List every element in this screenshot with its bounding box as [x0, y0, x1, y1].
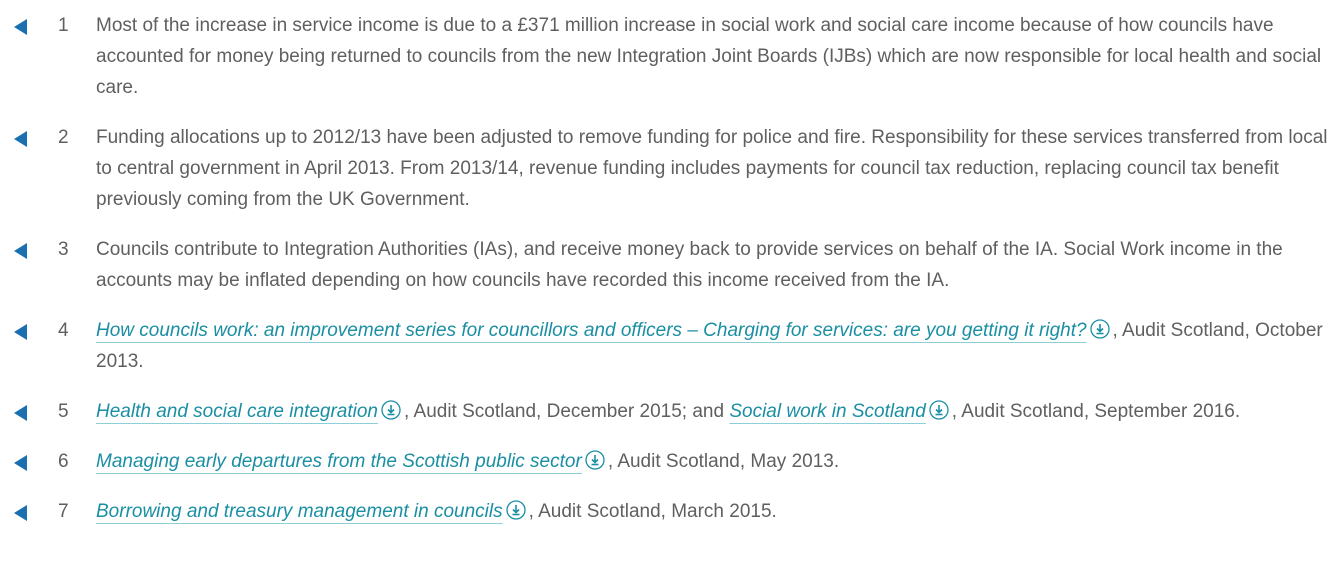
footnote: 7 Borrowing and treasury management in co…: [0, 496, 1342, 527]
download-icon[interactable]: [381, 400, 401, 420]
footnote: 6 Managing early departures from the Scot…: [0, 446, 1342, 477]
footnote-number: 5: [58, 401, 69, 422]
download-icon[interactable]: [929, 400, 949, 420]
footnote-text: Funding allocations up to 2012/13 have b…: [96, 127, 1328, 210]
back-arrow[interactable]: [14, 324, 28, 340]
download-icon[interactable]: [585, 450, 605, 470]
back-arrow[interactable]: [14, 405, 28, 421]
footnote-number: 4: [58, 320, 69, 341]
footnote-text: , Audit Scotland, September 2016.: [951, 401, 1241, 422]
footnote-number: 3: [58, 239, 69, 260]
footnote-text: Most of the increase in service income i…: [96, 15, 1322, 98]
footnote-text: , Audit Scotland, December 2015; and: [404, 401, 730, 422]
footnote-number: 2: [58, 127, 69, 148]
footnote-number: 7: [58, 501, 69, 522]
report-link[interactable]: Social work in Scotland: [729, 401, 926, 422]
footnote: 5 Health and social care integration , Aud…: [0, 396, 1342, 427]
back-arrow[interactable]: [14, 19, 28, 35]
footnote-number: 6: [58, 451, 69, 472]
footnote: 1 Most of the increase in service income …: [0, 10, 1342, 103]
back-arrow[interactable]: [14, 455, 28, 471]
download-icon[interactable]: [505, 500, 526, 520]
footnote: 3 Councils contribute to Integration Auth…: [0, 234, 1342, 296]
footnote-text: , Audit Scotland, October 2013.: [96, 320, 1323, 372]
notes-list: 1 Most of the increase in service income …: [0, 10, 1342, 527]
footnote: 4 How councils work: an improvement serie…: [0, 315, 1342, 377]
footnote-text: Councils contribute to Integration Autho…: [96, 239, 1283, 291]
report-link[interactable]: Managing early departures from the Scott…: [96, 451, 582, 472]
back-arrow[interactable]: [14, 131, 28, 147]
footnote-text: , Audit Scotland, March 2015.: [528, 501, 777, 522]
report-link[interactable]: How councils work: an improvement series…: [96, 320, 1087, 341]
download-icon[interactable]: [1089, 319, 1110, 339]
footnote-text: , Audit Scotland, May 2013.: [607, 451, 840, 472]
back-arrow[interactable]: [14, 505, 28, 521]
footnote-number: 1: [58, 15, 69, 36]
report-link[interactable]: Borrowing and treasury management in cou…: [96, 501, 503, 522]
footnote: 2 Funding allocations up to 2012/13 have …: [0, 122, 1342, 215]
back-arrow[interactable]: [14, 243, 28, 259]
report-link[interactable]: Health and social care integration: [96, 401, 379, 422]
